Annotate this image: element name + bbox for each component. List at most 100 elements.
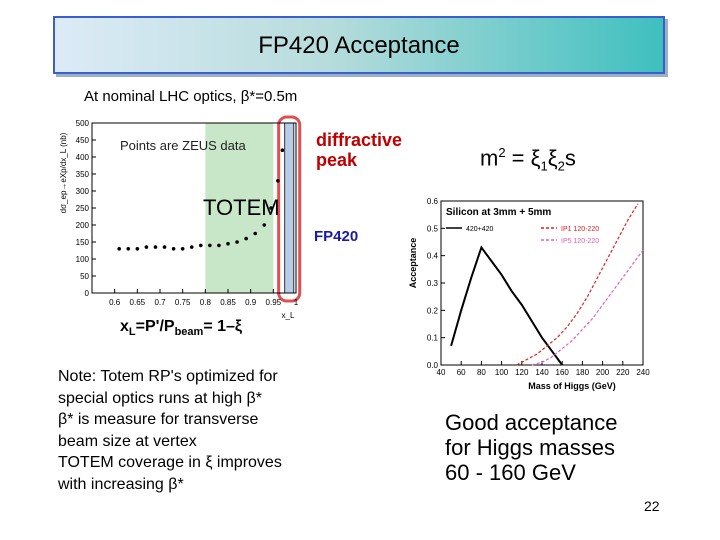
formula-m: m (480, 145, 499, 171)
note-line: with increasing β* (58, 475, 184, 493)
x-tick-label: 140 (535, 368, 549, 377)
x-axis-label: x_L (282, 311, 295, 320)
chart-annotation: Points are ZEUS data (120, 138, 246, 153)
data-point (226, 241, 230, 246)
data-point (162, 245, 167, 249)
data-point (144, 245, 149, 249)
chart-title: Silicon at 3mm + 5mm (446, 207, 551, 218)
x-tick-label: 240 (636, 368, 650, 377)
formula-xi: ξ (547, 145, 558, 171)
x-tick-label: 0.95 (266, 298, 282, 307)
x-tick-label: 0.8 (200, 298, 212, 307)
diffractive-peak-label: diffractive peak (316, 130, 402, 170)
good-line2: for Higgs masses (445, 435, 615, 460)
y-tick-label: 400 (76, 153, 90, 162)
note-line: special optics runs at high β* (58, 389, 262, 407)
data-point (199, 243, 203, 248)
y-tick-label: 50 (80, 272, 89, 281)
x-tick-label: 40 (437, 368, 446, 377)
data-point (276, 179, 280, 183)
zeus-xl-chart: 0 50 100 150 200 250 300 350 400 450 500 0.6 0.65 0.7… (59, 115, 302, 320)
data-point (117, 247, 121, 251)
x-tick-label: 200 (596, 368, 610, 377)
y-tick-label: 0.0 (427, 361, 439, 370)
data-point (262, 223, 267, 227)
formula-exp: 2 (498, 145, 506, 160)
diffractive-line2: peak (316, 150, 358, 170)
formula-s: s (564, 145, 576, 171)
y-tick-label: 0.2 (427, 306, 439, 315)
totem-range-band (205, 123, 274, 293)
x-tick-label: 80 (477, 368, 486, 377)
fp420-label: FP420 (314, 228, 359, 245)
x-tick-label: 120 (515, 368, 529, 377)
data-point (189, 245, 194, 249)
formula-sub1: 1 (540, 158, 548, 174)
data-point (171, 247, 176, 251)
slide-title: FP420 Acceptance (258, 32, 460, 59)
data-point (135, 247, 140, 251)
data-point (244, 236, 248, 241)
x-tick-label: 0.85 (220, 298, 236, 307)
good-line1: Good acceptance (445, 410, 618, 435)
title-box: FP420 Acceptance (53, 16, 665, 74)
formula-eq: = ξ (505, 145, 541, 171)
mass-formula: m2 = ξ1ξ2s (480, 145, 576, 174)
y-tick-label: 0.4 (427, 252, 439, 261)
series-line-2 (516, 203, 639, 366)
series-line-1 (450, 245, 564, 366)
x-tick-label: 60 (457, 368, 466, 377)
y-tick-label: 0 (85, 289, 90, 298)
data-point (253, 231, 257, 236)
fp420-range-band (284, 122, 295, 294)
xl-part1: x (120, 318, 129, 335)
y-tick-label: 250 (76, 204, 90, 213)
y-tick-label: 0.6 (427, 197, 439, 206)
y-tick-label: 350 (76, 170, 90, 179)
data-point (208, 243, 212, 248)
data-point (269, 206, 273, 210)
x-tick-label: 0.75 (175, 298, 191, 307)
y-tick-label: 500 (76, 119, 90, 128)
x-tick-label: 1 (294, 298, 299, 307)
optics-subtitle: At nominal LHC optics, β*=0.5m (84, 88, 298, 105)
legend-label-3: IP5 120-220 (561, 238, 599, 245)
y-tick-label: 300 (76, 187, 90, 196)
y-tick-label: 0.3 (427, 279, 439, 288)
data-point (180, 247, 185, 251)
xl-part3: = 1–ξ (203, 318, 243, 335)
y-tick-label: 0.5 (427, 224, 439, 233)
page-number: 22 (644, 498, 660, 514)
data-point (153, 245, 158, 249)
x-tick-label: 160 (556, 368, 570, 377)
note-line: beam size at vertex (58, 432, 197, 450)
x-tick-label: 0.9 (245, 298, 257, 307)
good-acceptance-text: Good acceptance for Higgs masses 60 - 16… (445, 410, 655, 485)
x-tick-label: 180 (576, 368, 590, 377)
y-tick-label: 100 (76, 255, 90, 264)
series-line-3 (531, 249, 644, 366)
x-tick-label: 220 (616, 368, 630, 377)
x-tick-label: 0.6 (109, 298, 121, 307)
note-line: β* is measure for transverse (58, 411, 259, 429)
y-tick-label: 0.1 (427, 334, 439, 343)
xl-part2: =P'/P (135, 318, 175, 335)
x-tick-label: 0.65 (130, 298, 146, 307)
formula-sub2: 2 (557, 158, 565, 174)
data-point (280, 148, 285, 152)
xl-sub2: beam (174, 326, 204, 339)
xl-sub1: L (128, 326, 136, 339)
xl-definition: xL=P'/Pbeam= 1–ξ (120, 318, 242, 338)
x-tick-label: 0.7 (154, 298, 166, 307)
data-point (217, 243, 221, 248)
x-axis-label: Mass of Higgs (GeV) (528, 381, 616, 391)
y-axis-label: dσ_ep→eXp/dx_L (nb) (59, 132, 68, 213)
y-tick-label: 450 (76, 136, 90, 145)
higgs-acceptance-chart: 0.0 0.1 0.2 0.3 0.4 0.5 0.6 40 60 80 100 120 140 160 1… (408, 197, 650, 391)
legend-label-1: 420+420 (466, 226, 494, 233)
totem-note: Note: Totem RP's optimized for special o… (58, 366, 318, 496)
diffractive-line1: diffractive (316, 130, 403, 150)
y-tick-label: 150 (76, 238, 90, 247)
note-line: Note: Totem RP's optimized for (58, 368, 278, 385)
note-line: TOTEM coverage in ξ improves (58, 454, 282, 472)
